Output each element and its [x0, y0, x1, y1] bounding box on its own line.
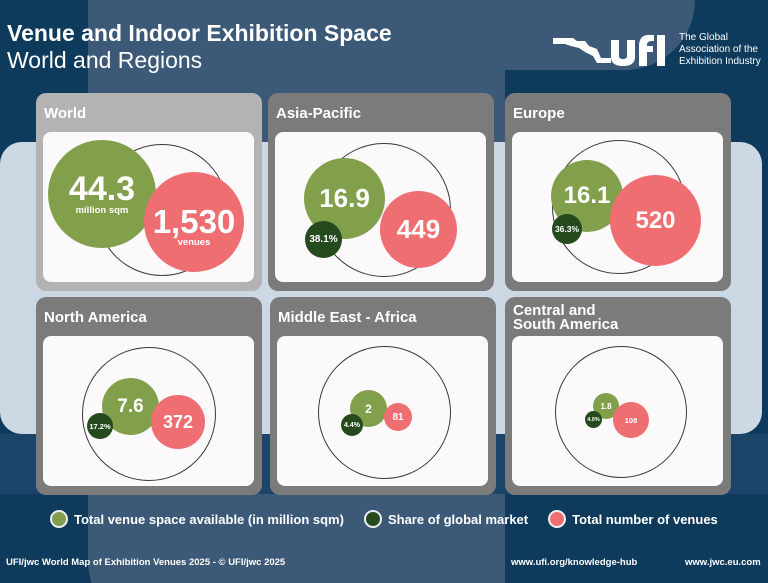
market-share-bubble: 36.3%: [552, 214, 582, 244]
venue-space-bubble: 16.9: [304, 158, 385, 239]
ufi-logo: The Global Association of the Exhibition…: [551, 32, 761, 68]
green-circle-icon: [50, 510, 68, 528]
panel-central-south-america: Central and South America 1.8 108 4.0%: [505, 297, 731, 495]
venue-space-bubble: 44.3 million sqm: [48, 140, 156, 248]
page-title: Venue and Indoor Exhibition Space: [7, 20, 392, 46]
ufi-logo-icon: [553, 34, 665, 66]
total-outline-circle: [555, 346, 687, 478]
red-circle-icon: [548, 510, 567, 528]
panel-chart: 2 81 4.4%: [277, 336, 488, 486]
chart-legend: Total venue space available (in million …: [50, 510, 738, 528]
venues-bubble: 108: [613, 402, 649, 438]
market-share-bubble: 38.1%: [305, 221, 342, 258]
venues-bubble: 449: [380, 191, 457, 268]
panel-chart: 44.3 million sqm 1,530 venues: [43, 132, 254, 282]
panel-north-america: North America 7.6 372 17.2%: [36, 297, 262, 495]
page-subtitle: World and Regions: [7, 47, 203, 73]
ufi-tagline: The Global Association of the Exhibition…: [679, 32, 761, 67]
legend-item-share: Share of global market: [363, 510, 528, 528]
market-share-bubble: 4.0%: [585, 411, 602, 428]
venues-bubble: 520: [610, 175, 701, 266]
total-outline-circle: [82, 347, 216, 481]
panel-title: Middle East - Africa: [278, 309, 417, 326]
venue-space-bubble: 16.1: [551, 160, 623, 232]
panel-middle-east-africa: Middle East - Africa 2 81 4.4%: [270, 297, 496, 495]
venues-bubble: 81: [384, 403, 412, 431]
panel-chart: 16.9 449 38.1%: [275, 132, 486, 282]
panel-title: Central and South America: [513, 302, 619, 333]
panel-chart: 7.6 372 17.2%: [43, 336, 254, 486]
footer-credit: UFI/jwc World Map of Exhibition Venues 2…: [6, 557, 286, 568]
legend-item-venues: Total number of venues: [548, 510, 718, 528]
panel-chart: 16.1 520 36.3%: [512, 132, 723, 282]
panel-europe: Europe 16.1 520 36.3%: [505, 93, 731, 291]
panel-asia-pacific: Asia-Pacific 16.9 449 38.1%: [268, 93, 494, 291]
link-jwc[interactable]: www.jwc.eu.com: [685, 557, 761, 568]
panel-title: North America: [44, 309, 147, 326]
dark-green-circle-icon: [363, 510, 382, 528]
panel-title: Asia-Pacific: [276, 105, 362, 122]
venues-bubble: 372: [151, 395, 205, 449]
panel-chart: 1.8 108 4.0%: [512, 336, 723, 486]
link-ufi-knowledge-hub[interactable]: www.ufi.org/knowledge-hub: [511, 557, 638, 568]
market-share-bubble: 17.2%: [87, 413, 113, 439]
page-header: Venue and Indoor Exhibition Space World …: [7, 20, 392, 73]
market-share-bubble: 4.4%: [341, 414, 363, 436]
venues-bubble: 1,530 venues: [144, 172, 244, 272]
panel-title: Europe: [513, 105, 565, 122]
panel-world: World 44.3 million sqm 1,530 venues: [36, 93, 262, 291]
total-outline-circle: [318, 346, 451, 479]
legend-item-space: Total venue space available (in million …: [50, 510, 344, 528]
panel-title: World: [44, 105, 87, 122]
